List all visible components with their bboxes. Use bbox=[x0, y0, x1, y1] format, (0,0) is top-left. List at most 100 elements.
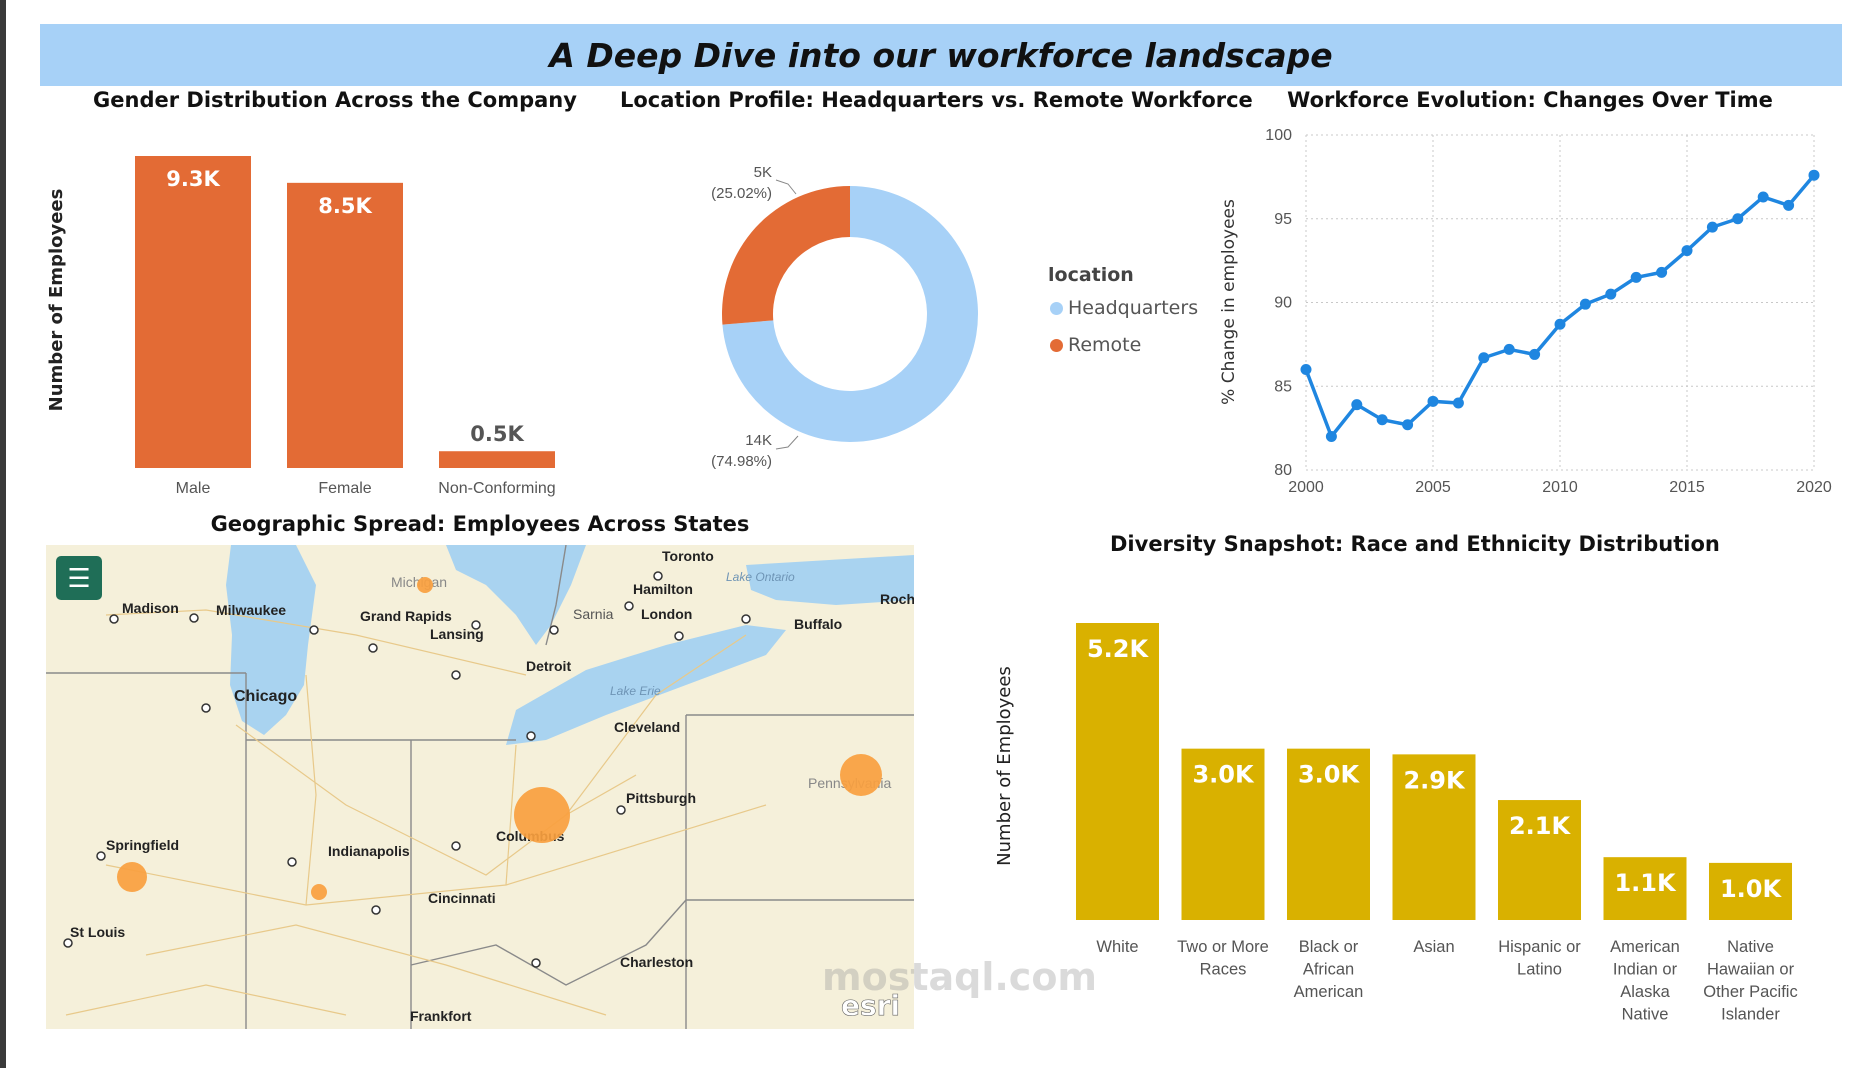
gender-data-label: 9.3K bbox=[166, 167, 220, 191]
race-bar-chart: Number of Employees 5.2K White 3.0K Two or M… bbox=[994, 623, 1798, 1024]
bubble-illinois[interactable] bbox=[117, 862, 147, 892]
race-bar[interactable] bbox=[1498, 800, 1581, 920]
series-point[interactable] bbox=[1808, 169, 1820, 181]
city-dots bbox=[63, 571, 751, 968]
race-category-label: Latino bbox=[1517, 961, 1562, 979]
gender-category-label: Male bbox=[176, 480, 211, 497]
donut-slice[interactable] bbox=[722, 186, 850, 325]
race-category-label: Races bbox=[1200, 961, 1247, 979]
employee-map[interactable]: Toronto Lake Ontario Hamilton Roch Madis… bbox=[46, 545, 914, 1029]
label-frankfort: Frankfort bbox=[410, 1008, 472, 1024]
bubble-pennsylvania[interactable] bbox=[840, 754, 882, 796]
race-data-label: 1.0K bbox=[1720, 875, 1783, 903]
series-point[interactable] bbox=[1757, 191, 1769, 203]
race-bar[interactable] bbox=[1709, 862, 1792, 920]
series-point[interactable] bbox=[1402, 419, 1414, 431]
label-buffalo: Buffalo bbox=[794, 616, 842, 632]
series-point[interactable] bbox=[1529, 348, 1541, 360]
series-point[interactable] bbox=[1351, 399, 1363, 411]
series-point[interactable] bbox=[1503, 343, 1515, 355]
esri-attribution: esri bbox=[841, 989, 900, 1022]
legend-dot-headquarters bbox=[1050, 301, 1063, 315]
gender-bar[interactable] bbox=[439, 451, 555, 468]
gender-bar[interactable] bbox=[135, 156, 251, 468]
map-title: Geographic Spread: Employees Across Stat… bbox=[210, 512, 750, 536]
race-data-label: 2.9K bbox=[1403, 766, 1466, 794]
series-point[interactable] bbox=[1300, 364, 1312, 375]
race-category-label: Hispanic or bbox=[1498, 938, 1581, 956]
series-point[interactable] bbox=[1605, 288, 1617, 300]
series-point[interactable] bbox=[1732, 213, 1744, 225]
series-point[interactable] bbox=[1783, 199, 1795, 211]
bubble-indiana[interactable] bbox=[311, 884, 327, 900]
series-point[interactable] bbox=[1554, 318, 1566, 330]
series-point[interactable] bbox=[1681, 245, 1693, 257]
y-tick-label: 85 bbox=[1274, 378, 1292, 395]
race-bar[interactable] bbox=[1287, 748, 1370, 920]
race-data-label: 3.0K bbox=[1192, 761, 1255, 789]
label-chicago: Chicago bbox=[234, 688, 297, 705]
gender-y-axis-label: Number of Employees bbox=[46, 189, 67, 412]
race-category-label: Indian or bbox=[1613, 961, 1678, 979]
series-point[interactable] bbox=[1376, 414, 1388, 426]
series-point[interactable] bbox=[1452, 397, 1464, 409]
series-point[interactable] bbox=[1478, 352, 1490, 364]
bubble-ohio[interactable] bbox=[514, 787, 570, 843]
hq-percent-label: (74.98%) bbox=[711, 453, 772, 470]
legend-item-headquarters[interactable]: Headquarters bbox=[1050, 297, 1198, 319]
map-menu-button[interactable]: ☰ bbox=[56, 556, 102, 600]
series-point[interactable] bbox=[1579, 298, 1591, 310]
remote-value-label: 5K bbox=[754, 164, 772, 181]
race-bar[interactable] bbox=[1603, 857, 1687, 920]
label-london: London bbox=[641, 606, 692, 622]
lake-huron bbox=[446, 545, 586, 645]
gender-bar[interactable] bbox=[287, 182, 403, 468]
label-cincinnati: Cincinnati bbox=[428, 890, 496, 906]
race-bar[interactable] bbox=[1181, 748, 1265, 920]
gender-chart-title: Gender Distribution Across the Company bbox=[93, 88, 577, 112]
series-point[interactable] bbox=[1630, 271, 1642, 283]
donut-slice[interactable] bbox=[722, 186, 978, 442]
series-point[interactable] bbox=[1656, 266, 1668, 278]
bubble-michigan[interactable] bbox=[417, 577, 433, 593]
x-tick-label: 2000 bbox=[1288, 479, 1324, 496]
race-category-label: American bbox=[1610, 938, 1680, 956]
legend-item-remote[interactable]: Remote bbox=[1050, 334, 1141, 356]
race-category-label: White bbox=[1096, 938, 1138, 956]
series-point[interactable] bbox=[1325, 431, 1337, 442]
dashboard-title: A Deep Dive into our workforce landscape bbox=[549, 35, 1333, 75]
left-edge-bar bbox=[0, 0, 6, 1068]
series-point[interactable] bbox=[1427, 395, 1439, 407]
race-data-label: 3.0K bbox=[1298, 761, 1361, 789]
location-legend-title: location bbox=[1048, 264, 1134, 286]
race-data-label: 2.1K bbox=[1509, 812, 1572, 840]
map-bubbles bbox=[117, 577, 882, 900]
race-category-label: Black or bbox=[1299, 938, 1359, 956]
race-category-label: Hawaiian or bbox=[1707, 961, 1795, 979]
gender-category-label: Female bbox=[318, 480, 371, 497]
label-lansing: Lansing bbox=[430, 626, 484, 642]
race-bar[interactable] bbox=[1076, 623, 1159, 920]
x-tick-label: 2015 bbox=[1669, 479, 1705, 496]
race-category-label: Two or More bbox=[1177, 938, 1269, 956]
race-y-axis-label: Number of Employees bbox=[994, 666, 1015, 866]
y-tick-label: 80 bbox=[1274, 462, 1292, 479]
location-donut-chart: 5K (25.02%) 14K (74.98%) bbox=[711, 164, 978, 470]
race-bar[interactable] bbox=[1392, 754, 1476, 920]
label-st-louis: St Louis bbox=[70, 924, 125, 940]
label-charleston: Charleston bbox=[620, 954, 693, 970]
hq-value-label: 14K bbox=[745, 432, 772, 449]
race-category-label: Native bbox=[1622, 1006, 1669, 1024]
remote-leader-line bbox=[775, 179, 797, 195]
label-milwaukee: Milwaukee bbox=[216, 602, 286, 618]
gender-data-label: 8.5K bbox=[318, 194, 372, 218]
label-sarnia: Sarnia bbox=[573, 606, 614, 622]
label-pittsburgh: Pittsburgh bbox=[626, 790, 696, 806]
state-borders bbox=[46, 545, 914, 1029]
location-chart-title: Location Profile: Headquarters vs. Remot… bbox=[620, 88, 1253, 112]
evolution-chart-title: Workforce Evolution: Changes Over Time bbox=[1287, 88, 1773, 112]
y-tick-label: 90 bbox=[1274, 295, 1292, 312]
series-point[interactable] bbox=[1706, 221, 1718, 233]
label-hamilton: Hamilton bbox=[633, 581, 693, 597]
x-tick-label: 2010 bbox=[1542, 479, 1578, 496]
